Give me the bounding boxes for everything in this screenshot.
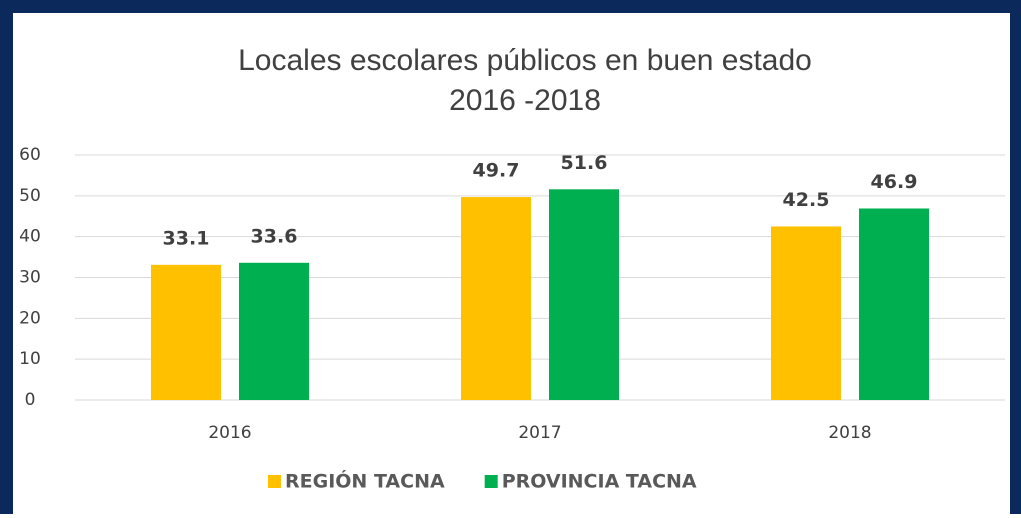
y-tick-label: 20 — [19, 308, 41, 328]
data-label: 49.7 — [473, 160, 520, 182]
x-tick-label: 2018 — [828, 423, 871, 443]
legend-label: PROVINCIA TACNA — [502, 471, 697, 493]
y-tick-label: 40 — [19, 227, 41, 247]
bar — [239, 262, 309, 400]
chart-title: Locales escolares públicos en buen estad… — [238, 44, 812, 77]
data-label: 51.6 — [561, 152, 608, 174]
y-tick-label: 0 — [25, 390, 36, 410]
bar — [859, 208, 929, 400]
y-tick-label: 60 — [19, 145, 41, 165]
x-tick-label: 2016 — [208, 423, 251, 443]
data-label: 42.5 — [783, 189, 830, 211]
data-label: 33.6 — [251, 225, 298, 247]
legend-label: REGIÓN TACNA — [285, 469, 445, 493]
y-tick-label: 30 — [19, 268, 41, 288]
data-label: 46.9 — [871, 171, 918, 193]
bar — [461, 197, 531, 400]
y-tick-label: 10 — [19, 349, 41, 369]
y-tick-label: 50 — [19, 186, 41, 206]
bar — [151, 264, 221, 400]
bar — [771, 226, 841, 400]
data-label: 33.1 — [163, 227, 210, 249]
bar — [549, 189, 619, 400]
chart-subtitle: 2016 -2018 — [449, 84, 601, 117]
x-tick-label: 2017 — [518, 423, 561, 443]
legend-swatch — [484, 475, 498, 488]
legend-swatch — [268, 475, 281, 488]
